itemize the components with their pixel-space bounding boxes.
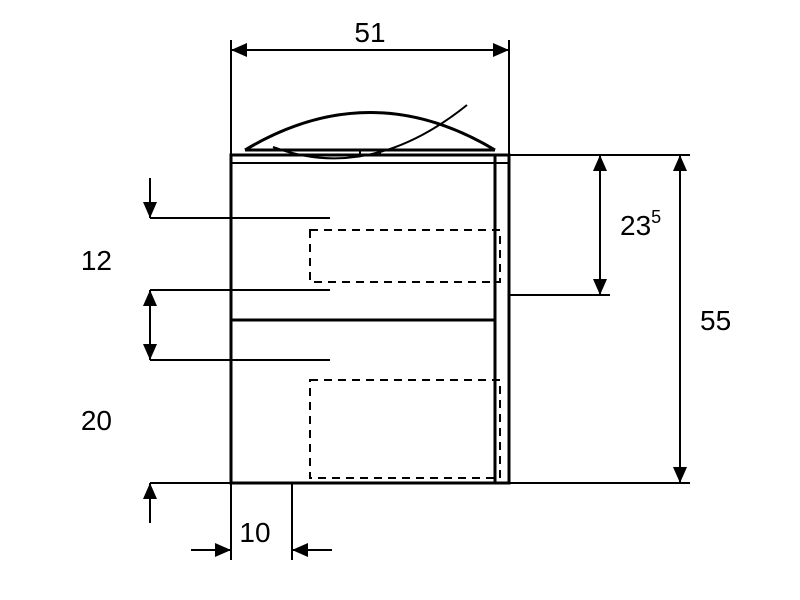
dim-12: 12: [81, 245, 112, 276]
dim-235: 235: [620, 207, 661, 241]
dim-51: 51: [354, 17, 385, 48]
dim-20: 20: [81, 405, 112, 436]
dim-55: 55: [700, 305, 731, 336]
technical-drawing: 51 12 20 10 235 55: [0, 0, 800, 600]
hidden-drawer: [310, 230, 500, 282]
dim-10: 10: [239, 517, 270, 548]
hidden-drawer: [310, 380, 500, 478]
